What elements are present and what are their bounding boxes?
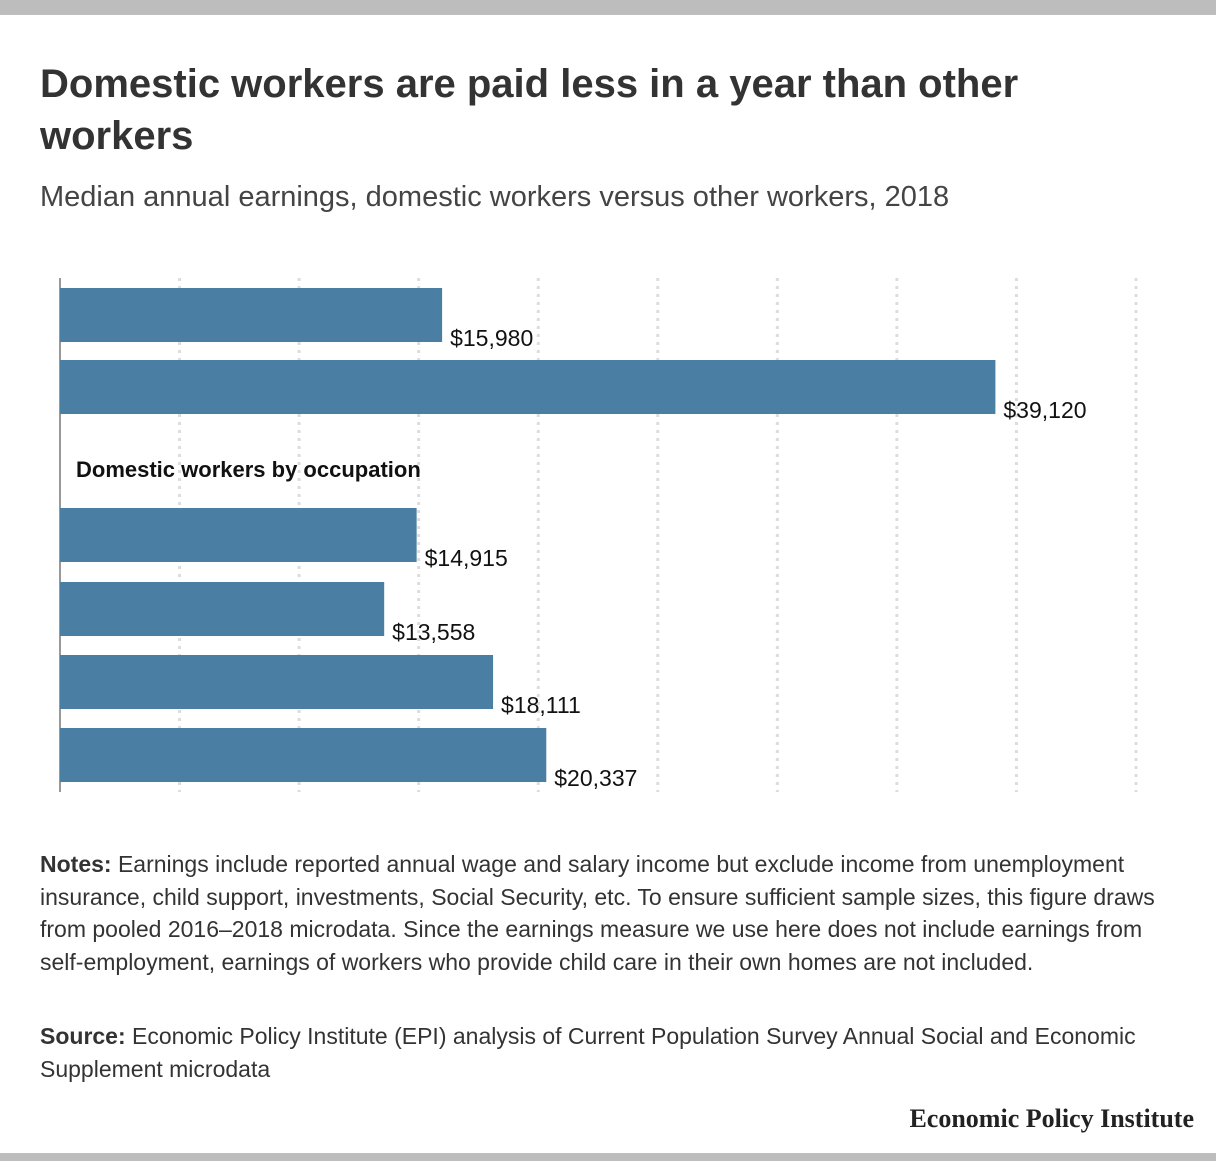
notes: Notes: Earnings include reported annual …	[40, 848, 1176, 978]
bar	[60, 360, 996, 414]
top-border	[0, 0, 1216, 15]
source: Source: Economic Policy Institute (EPI) …	[40, 1020, 1176, 1085]
chart-title: Domestic workers are paid less in a year…	[40, 62, 1019, 158]
bar-value-label: $20,337	[554, 765, 637, 791]
bar	[60, 288, 443, 342]
bar-value-label: $15,980	[450, 325, 533, 351]
notes-label: Notes:	[40, 851, 112, 877]
bar-chart: $15,980 $39,120 $14,915 $13,558 $18,111 $20,3…	[59, 278, 1138, 792]
notes-text: Earnings include reported annual wage an…	[40, 851, 1155, 975]
section-label: Domestic workers by occupation	[76, 457, 421, 482]
bar	[60, 728, 547, 782]
source-text: Economic Policy Institute (EPI) analysis…	[40, 1023, 1136, 1082]
chart-subtitle: Median annual earnings, domestic workers…	[40, 181, 950, 213]
bottom-border	[0, 1153, 1216, 1161]
brand-logo: Economic Policy Institute	[909, 1104, 1194, 1133]
bar-value-label: $14,915	[425, 545, 508, 571]
bar-value-label: $13,558	[392, 619, 475, 645]
bars: $15,980 $39,120 $14,915 $13,558 $18,111 $20,3…	[60, 288, 1087, 791]
bar	[60, 655, 494, 709]
bar	[60, 508, 417, 562]
source-label: Source:	[40, 1023, 126, 1049]
bar	[60, 582, 385, 636]
bar-value-label: $39,120	[1003, 397, 1086, 423]
bar-value-label: $18,111	[501, 692, 581, 718]
